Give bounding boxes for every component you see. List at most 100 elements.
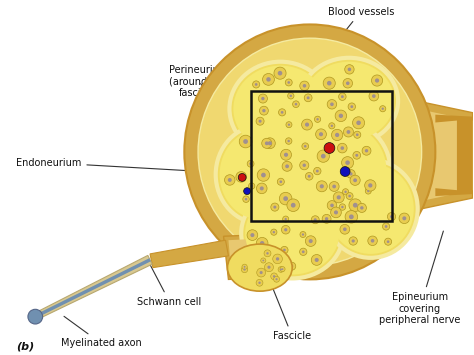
Circle shape [301, 119, 312, 130]
Circle shape [390, 215, 393, 218]
Circle shape [256, 117, 264, 125]
Circle shape [285, 79, 292, 86]
Circle shape [349, 214, 354, 219]
Circle shape [244, 268, 246, 271]
Text: (b): (b) [16, 341, 34, 351]
Circle shape [261, 173, 266, 178]
Circle shape [304, 94, 312, 102]
Circle shape [345, 211, 357, 223]
Circle shape [283, 196, 288, 201]
Circle shape [327, 99, 337, 109]
Circle shape [268, 141, 272, 145]
Circle shape [244, 188, 251, 195]
Ellipse shape [324, 160, 418, 258]
Ellipse shape [229, 62, 331, 156]
Circle shape [350, 105, 353, 108]
Circle shape [249, 163, 252, 165]
Circle shape [279, 192, 292, 205]
Circle shape [267, 266, 271, 269]
Circle shape [280, 268, 282, 271]
Circle shape [228, 178, 232, 182]
Circle shape [275, 278, 278, 280]
Circle shape [303, 84, 306, 88]
Circle shape [287, 81, 290, 84]
Circle shape [283, 216, 289, 222]
Circle shape [340, 224, 350, 234]
Circle shape [346, 170, 355, 178]
Circle shape [283, 248, 286, 251]
Circle shape [340, 146, 344, 150]
Circle shape [291, 203, 296, 208]
Circle shape [356, 133, 359, 136]
Circle shape [274, 67, 286, 79]
Circle shape [349, 199, 362, 212]
Circle shape [335, 133, 339, 137]
Circle shape [295, 103, 297, 105]
Circle shape [256, 183, 267, 194]
Circle shape [337, 143, 347, 153]
Ellipse shape [283, 119, 390, 220]
Circle shape [352, 239, 355, 242]
Circle shape [239, 175, 243, 179]
Circle shape [338, 93, 346, 100]
Circle shape [284, 153, 288, 157]
Circle shape [316, 129, 327, 140]
Circle shape [238, 174, 246, 181]
Circle shape [368, 236, 377, 246]
Bar [251, 91, 392, 220]
Circle shape [256, 237, 268, 249]
Circle shape [353, 152, 361, 159]
Circle shape [250, 185, 253, 187]
Circle shape [333, 192, 344, 203]
Circle shape [273, 276, 280, 282]
Circle shape [305, 122, 309, 127]
Circle shape [263, 73, 274, 85]
Circle shape [334, 211, 338, 214]
Circle shape [300, 248, 307, 256]
Circle shape [325, 217, 328, 220]
Circle shape [362, 146, 371, 155]
Circle shape [271, 203, 279, 211]
Text: Blood vessels: Blood vessels [328, 7, 394, 40]
Circle shape [402, 216, 406, 220]
Circle shape [346, 130, 350, 134]
Circle shape [311, 216, 319, 224]
Circle shape [357, 203, 366, 212]
Ellipse shape [241, 188, 343, 278]
Circle shape [365, 149, 368, 152]
Circle shape [367, 190, 369, 192]
Circle shape [315, 258, 319, 262]
Circle shape [287, 140, 290, 142]
Circle shape [250, 233, 255, 237]
Circle shape [302, 233, 304, 236]
Circle shape [335, 110, 346, 121]
Circle shape [260, 186, 264, 190]
Circle shape [302, 250, 305, 253]
Circle shape [365, 180, 376, 191]
Circle shape [300, 161, 309, 170]
Circle shape [259, 106, 268, 115]
Circle shape [348, 195, 351, 197]
Circle shape [371, 239, 374, 242]
Circle shape [273, 254, 283, 264]
Circle shape [360, 206, 364, 209]
Polygon shape [150, 240, 228, 268]
Circle shape [329, 123, 335, 129]
Circle shape [282, 225, 290, 234]
Circle shape [245, 198, 247, 201]
Circle shape [244, 266, 246, 268]
Circle shape [375, 78, 379, 83]
Circle shape [329, 181, 339, 191]
Circle shape [346, 81, 349, 85]
Circle shape [260, 271, 263, 274]
Circle shape [345, 191, 347, 193]
Circle shape [282, 268, 283, 270]
Circle shape [300, 81, 309, 91]
Circle shape [319, 132, 323, 136]
Circle shape [281, 246, 288, 254]
Circle shape [321, 154, 326, 158]
Circle shape [300, 231, 306, 237]
Circle shape [243, 196, 249, 202]
Circle shape [279, 109, 286, 116]
Circle shape [273, 231, 275, 233]
